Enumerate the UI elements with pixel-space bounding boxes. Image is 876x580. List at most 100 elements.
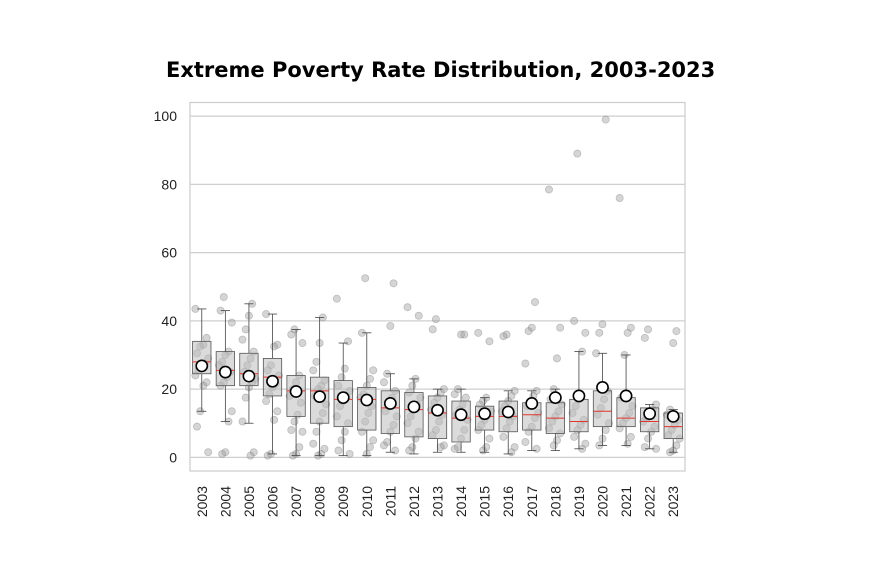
data-point bbox=[640, 333, 649, 342]
data-point bbox=[644, 325, 653, 334]
data-point bbox=[263, 451, 272, 460]
data-point bbox=[507, 391, 516, 400]
data-point bbox=[581, 328, 590, 337]
data-point bbox=[379, 441, 388, 450]
mean-marker bbox=[383, 397, 397, 410]
mean-marker bbox=[548, 391, 562, 405]
data-point bbox=[598, 320, 607, 329]
data-point bbox=[570, 316, 579, 325]
data-point bbox=[499, 432, 508, 441]
x-tick-label: 2010 bbox=[359, 486, 375, 517]
data-point bbox=[485, 337, 494, 346]
y-axis-ticks: 0 20 40 60 80 100 bbox=[154, 108, 178, 465]
data-point bbox=[595, 328, 604, 337]
data-point bbox=[270, 415, 279, 424]
data-point bbox=[344, 337, 353, 346]
mean-marker bbox=[313, 390, 327, 404]
mean-marker bbox=[242, 369, 256, 383]
data-point bbox=[218, 449, 227, 458]
data-point bbox=[365, 443, 374, 452]
data-point bbox=[241, 325, 250, 334]
mean-marker bbox=[525, 397, 539, 410]
mean-marker bbox=[596, 381, 609, 394]
y-tick-label: 80 bbox=[161, 176, 177, 192]
data-point bbox=[450, 390, 459, 399]
box-iqr bbox=[427, 395, 448, 439]
data-point bbox=[320, 444, 329, 453]
data-point bbox=[502, 330, 511, 339]
data-point bbox=[219, 292, 228, 301]
data-point bbox=[570, 432, 579, 441]
data-point bbox=[431, 315, 440, 324]
data-point bbox=[414, 311, 423, 320]
data-point bbox=[450, 444, 459, 453]
y-tick-label: 20 bbox=[161, 381, 177, 397]
data-point bbox=[626, 323, 635, 332]
data-point bbox=[640, 443, 649, 452]
data-point bbox=[474, 328, 483, 337]
mean-marker bbox=[360, 393, 374, 407]
data-point bbox=[581, 439, 590, 448]
x-tick-label: 2008 bbox=[312, 486, 328, 517]
data-point bbox=[298, 427, 307, 436]
mean-marker bbox=[289, 385, 303, 398]
x-tick-label: 2017 bbox=[524, 486, 540, 517]
mean-marker bbox=[643, 407, 657, 421]
data-point bbox=[408, 381, 417, 390]
data-point bbox=[615, 194, 624, 203]
data-point bbox=[199, 381, 208, 390]
x-tick-label: 2022 bbox=[642, 486, 658, 517]
mean-marker bbox=[619, 389, 633, 403]
data-point bbox=[273, 407, 282, 416]
x-tick-label: 2013 bbox=[430, 486, 446, 517]
data-point bbox=[669, 339, 678, 348]
data-point bbox=[521, 437, 530, 446]
x-tick-label: 2023 bbox=[665, 486, 681, 517]
x-tick-label: 2014 bbox=[453, 486, 469, 517]
data-point bbox=[521, 359, 530, 368]
data-point bbox=[345, 449, 354, 458]
x-tick-label: 2020 bbox=[595, 486, 611, 517]
mean-marker bbox=[666, 410, 680, 423]
data-point bbox=[391, 446, 400, 455]
x-tick-label: 2005 bbox=[241, 486, 257, 517]
box-2005 bbox=[239, 303, 259, 424]
y-tick-label: 100 bbox=[154, 108, 178, 124]
data-point bbox=[556, 323, 565, 332]
x-axis-ticks: 2003 2004 2005 2006 2007 2008 2009 2010 2011 2012… bbox=[194, 486, 681, 517]
x-tick-label: 2009 bbox=[335, 486, 351, 517]
x-tick-label: 2006 bbox=[265, 486, 281, 517]
data-point bbox=[439, 441, 448, 450]
data-point bbox=[312, 427, 321, 436]
data-point bbox=[202, 333, 211, 342]
data-point bbox=[369, 436, 378, 445]
mean-marker bbox=[195, 359, 209, 373]
data-point bbox=[361, 274, 370, 283]
data-point bbox=[290, 417, 299, 426]
data-point bbox=[479, 446, 488, 455]
data-point bbox=[552, 354, 561, 363]
box-2018 bbox=[545, 388, 565, 451]
x-tick-label: 2021 bbox=[618, 486, 634, 517]
x-tick-label: 2019 bbox=[571, 486, 587, 517]
x-tick-label: 2011 bbox=[382, 486, 398, 516]
mean-marker bbox=[478, 407, 492, 421]
data-point bbox=[334, 446, 343, 455]
data-point bbox=[510, 443, 519, 452]
data-point bbox=[337, 436, 346, 445]
x-tick-label: 2012 bbox=[406, 486, 422, 517]
data-point bbox=[332, 294, 341, 303]
data-point bbox=[644, 434, 653, 443]
data-point bbox=[549, 441, 558, 450]
data-point bbox=[530, 298, 539, 307]
data-point bbox=[623, 439, 632, 448]
data-point bbox=[221, 448, 230, 457]
box-2015 bbox=[475, 397, 495, 453]
mean-marker bbox=[501, 405, 515, 419]
box-2020 bbox=[592, 352, 613, 446]
mean-marker bbox=[266, 374, 279, 388]
y-tick-label: 0 bbox=[169, 449, 177, 465]
chart-title: Extreme Poverty Rate Distribution, 2003-… bbox=[166, 58, 716, 82]
data-point bbox=[403, 303, 412, 312]
